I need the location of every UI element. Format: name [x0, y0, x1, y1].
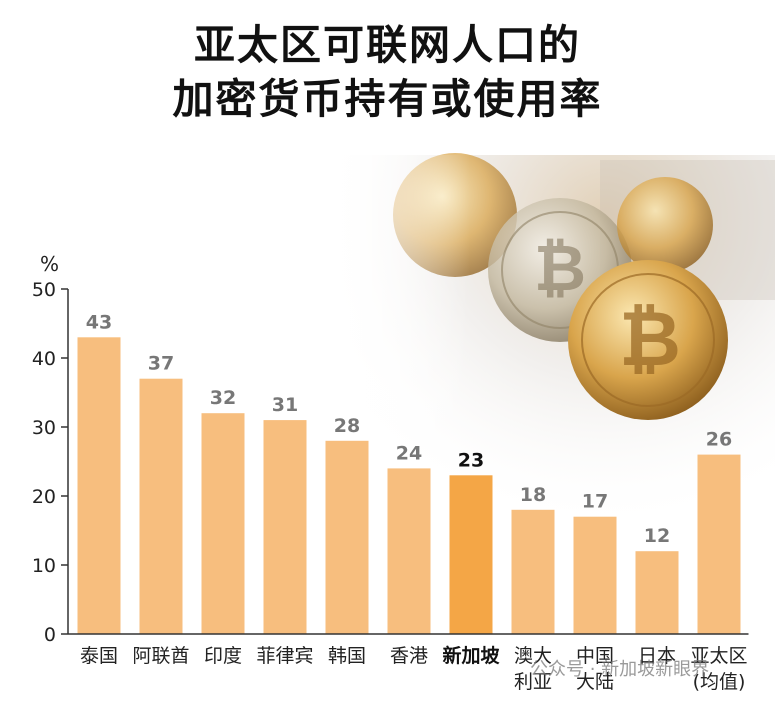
category-label: 阿联酋: [132, 645, 189, 667]
category-label: 中国: [576, 645, 614, 667]
value-label: 17: [582, 491, 608, 513]
category-label: 日本: [638, 645, 676, 667]
category-label: 印度: [204, 645, 242, 667]
chart-title-line1: 亚太区可联网人口的: [194, 21, 581, 69]
svg-text:₿: ₿: [534, 232, 586, 306]
bar: [77, 337, 121, 634]
category-label: 香港: [390, 645, 428, 667]
value-label: 28: [334, 415, 360, 437]
value-label: 24: [396, 442, 422, 464]
bar: [573, 516, 617, 634]
bar: [387, 468, 431, 634]
value-label: 18: [520, 484, 546, 506]
bar: [325, 440, 369, 634]
watermark: 公众号 · 新加坡新眼界: [530, 659, 710, 680]
bar: [511, 509, 555, 634]
y-tick-label: 30: [32, 417, 56, 439]
y-axis-unit-label: %: [40, 252, 59, 276]
category-label: 韩国: [328, 645, 366, 667]
category-label: (均值): [693, 671, 746, 693]
y-tick-label: 20: [32, 486, 56, 508]
category-label: 澳大: [514, 645, 552, 667]
value-label: 12: [644, 525, 670, 547]
value-label: 43: [86, 311, 112, 333]
category-label: 大陆: [576, 671, 614, 693]
chart-title-line2: 加密货币持有或使用率: [172, 75, 603, 123]
category-label: 菲律宾: [256, 645, 313, 667]
bar: [449, 475, 493, 634]
value-label: 37: [148, 353, 174, 375]
value-labels: 43 37 32 31 28 24 23 18 17 12 26: [86, 311, 732, 547]
value-label: 26: [706, 429, 732, 451]
value-label: 32: [210, 387, 236, 409]
category-label: 泰国: [80, 645, 118, 667]
svg-text:₿: ₿: [619, 294, 681, 383]
bar: [697, 454, 741, 634]
bars: [77, 337, 741, 634]
bar: [635, 551, 679, 634]
bar: [263, 420, 307, 634]
y-tick-label: 0: [44, 624, 56, 646]
value-label: 23: [458, 449, 484, 471]
category-label: 利亚: [514, 671, 552, 693]
y-tick-label: 50: [32, 279, 56, 301]
bar: [139, 378, 183, 634]
value-label: 31: [272, 394, 298, 416]
bar: [201, 413, 245, 634]
category-label: 亚太区: [690, 645, 747, 667]
category-label: 新加坡: [442, 644, 500, 667]
y-tick-label: 40: [32, 348, 56, 370]
y-tick-label: 10: [32, 555, 56, 577]
y-axis: 0 10 20 30 40 50: [32, 279, 69, 646]
